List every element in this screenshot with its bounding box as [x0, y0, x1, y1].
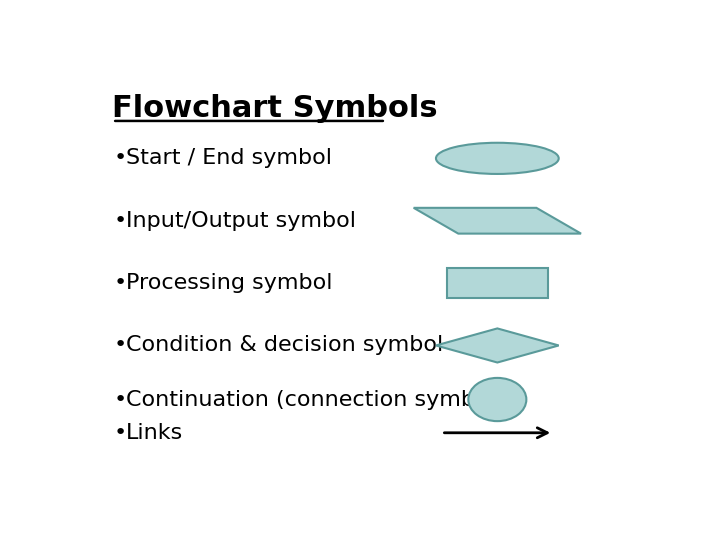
Text: •: • [114, 389, 127, 409]
Text: Condition & decision symbol: Condition & decision symbol [126, 335, 444, 355]
Circle shape [468, 378, 526, 421]
Text: Input/Output symbol: Input/Output symbol [126, 211, 356, 231]
Text: •: • [114, 273, 127, 293]
Text: •: • [114, 148, 127, 168]
Text: •: • [114, 335, 127, 355]
Polygon shape [413, 208, 581, 234]
Bar [447, 268, 548, 298]
Polygon shape [436, 328, 559, 362]
Text: Links: Links [126, 423, 184, 443]
Text: Continuation (connection symbol): Continuation (connection symbol) [126, 389, 504, 409]
Text: •: • [114, 423, 127, 443]
Ellipse shape [436, 143, 559, 174]
Text: Flowchart Symbols: Flowchart Symbols [112, 94, 438, 123]
Text: Start / End symbol: Start / End symbol [126, 148, 332, 168]
Text: •: • [114, 211, 127, 231]
Text: Processing symbol: Processing symbol [126, 273, 333, 293]
